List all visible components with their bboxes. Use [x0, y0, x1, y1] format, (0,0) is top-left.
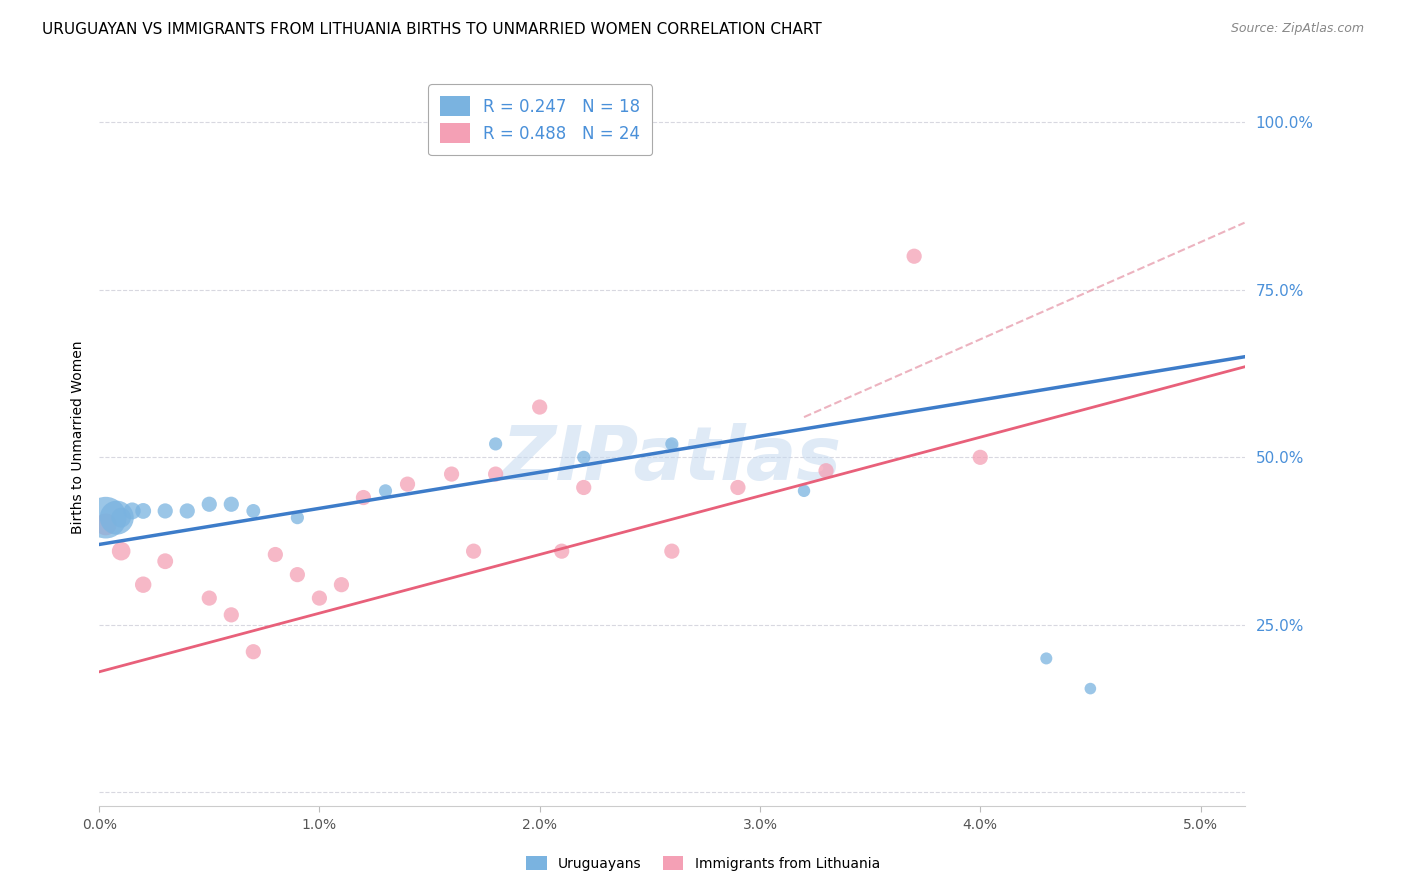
Point [198, 591, 221, 606]
Point [110, 544, 132, 558]
Point [221, 607, 243, 622]
Point [287, 567, 309, 582]
Point [572, 450, 595, 465]
Point [485, 437, 508, 451]
Legend: Uruguayans, Immigrants from Lithuania: Uruguayans, Immigrants from Lithuania [520, 850, 886, 876]
Point [242, 504, 264, 518]
Point [353, 491, 375, 505]
Point [815, 464, 838, 478]
Point [440, 467, 463, 481]
Point [221, 497, 243, 511]
Point [198, 497, 221, 511]
Point [485, 467, 508, 481]
Y-axis label: Births to Unmarried Women: Births to Unmarried Women [72, 341, 86, 534]
Point [308, 591, 330, 606]
Point [661, 437, 683, 451]
Point [176, 504, 198, 518]
Point [264, 548, 287, 562]
Text: Source: ZipAtlas.com: Source: ZipAtlas.com [1230, 22, 1364, 36]
Point [330, 577, 353, 591]
Point [242, 645, 264, 659]
Point [287, 510, 309, 524]
Point [132, 504, 155, 518]
Point [1035, 651, 1057, 665]
Point [903, 249, 925, 263]
Point [155, 504, 177, 518]
Point [551, 544, 574, 558]
Point [572, 481, 595, 495]
Point [969, 450, 991, 465]
Point [105, 510, 128, 524]
Point [463, 544, 485, 558]
Point [793, 483, 815, 498]
Point [94, 510, 117, 524]
Legend: R = 0.247   N = 18, R = 0.488   N = 24: R = 0.247 N = 18, R = 0.488 N = 24 [429, 84, 652, 155]
Point [529, 400, 551, 414]
Point [132, 577, 155, 591]
Point [155, 554, 177, 568]
Point [110, 510, 132, 524]
Point [661, 544, 683, 558]
Point [121, 504, 143, 518]
Point [727, 481, 749, 495]
Point [374, 483, 396, 498]
Point [396, 477, 419, 491]
Text: ZIPatlas: ZIPatlas [502, 423, 842, 496]
Point [94, 517, 117, 532]
Point [1080, 681, 1102, 696]
Text: URUGUAYAN VS IMMIGRANTS FROM LITHUANIA BIRTHS TO UNMARRIED WOMEN CORRELATION CHA: URUGUAYAN VS IMMIGRANTS FROM LITHUANIA B… [42, 22, 823, 37]
